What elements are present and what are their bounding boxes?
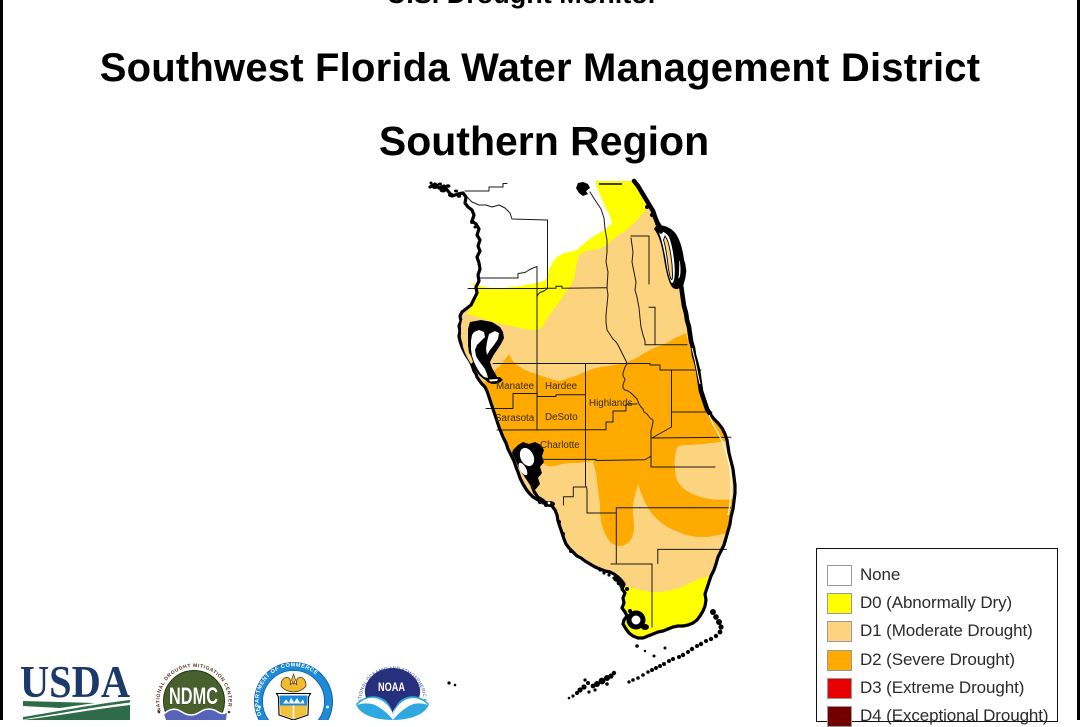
svg-text:USDA: USDA — [20, 656, 130, 707]
svg-text:Charlotte: Charlotte — [540, 440, 580, 451]
svg-text:Hardee: Hardee — [545, 381, 578, 392]
svg-text:Sarasota: Sarasota — [495, 413, 535, 424]
svg-text:Highlands: Highlands — [589, 398, 633, 409]
svg-text:NOAA: NOAA — [378, 680, 405, 694]
svg-text:NATIONAL OCEANIC AND ATMOSPHER: NATIONAL OCEANIC AND ATMOSPHERIC ADMINIS… — [0, 0, 428, 707]
svg-text:NDMC: NDMC — [169, 683, 218, 710]
svg-text:Manatee: Manatee — [496, 381, 535, 392]
svg-text:DeSoto: DeSoto — [545, 412, 578, 423]
